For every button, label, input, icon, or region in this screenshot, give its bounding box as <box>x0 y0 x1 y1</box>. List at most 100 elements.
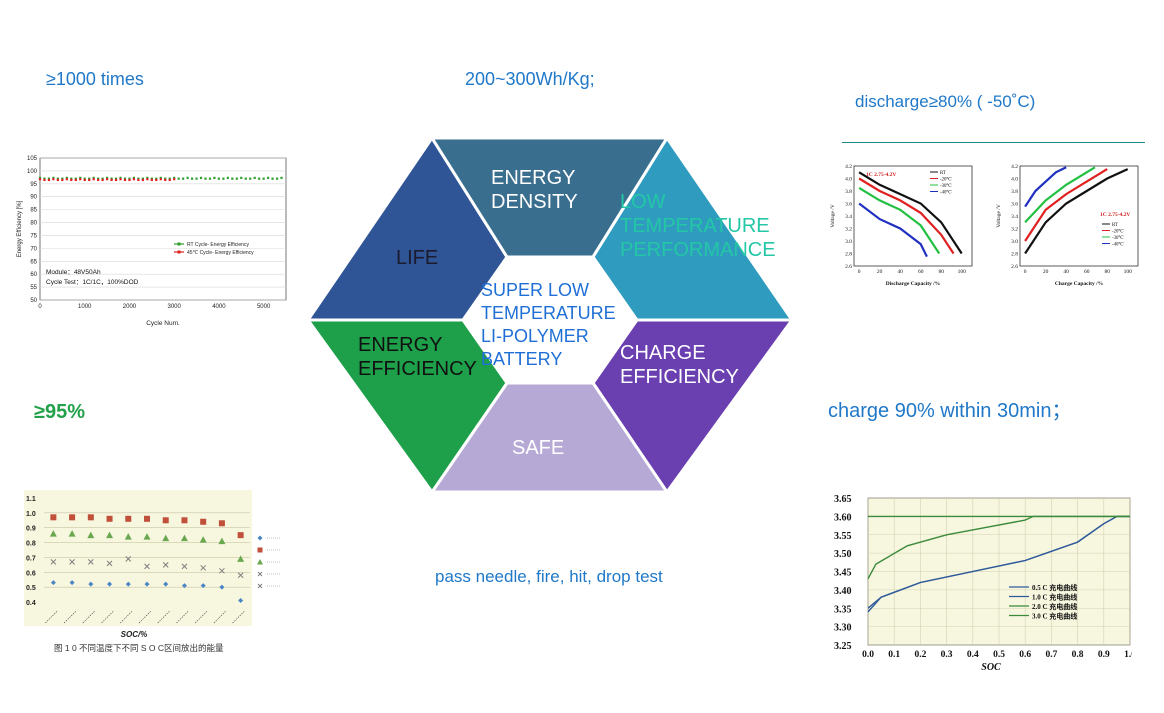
x-tick-label: 0.2 <box>914 650 926 660</box>
rt-point <box>83 177 86 180</box>
hot-point <box>38 178 42 181</box>
y-tick-label: 1.1 <box>26 496 36 503</box>
data-point <box>180 534 188 542</box>
segment-charge-efficiency-label: CHARGE EFFICIENCY <box>620 342 739 388</box>
legend-label: RT <box>940 171 946 176</box>
rt-point <box>275 177 279 180</box>
segment-energy-density-label: ENERGY DENSITY <box>491 167 578 213</box>
x-tick-label <box>157 610 170 624</box>
safety-callout: pass needle, fire, hit, drop test <box>435 567 663 586</box>
x-tick-label <box>213 610 227 624</box>
y-axis-label: Voltage /V <box>830 204 836 228</box>
rt-point <box>101 177 104 180</box>
voltage-curve <box>858 171 963 255</box>
x-tick-label: 0.6 <box>1019 650 1031 660</box>
legend-marker <box>177 242 181 246</box>
rt-point <box>123 177 127 180</box>
efficiency-callout: ≥95% <box>34 401 86 423</box>
data-point <box>50 580 56 586</box>
rt-point <box>262 177 265 180</box>
x-tick-label: 1000 <box>78 304 92 310</box>
divider-line <box>842 142 1145 143</box>
legend-marker <box>257 571 263 577</box>
y-tick-label: 3.0 <box>845 239 852 245</box>
y-tick-label: 3.35 <box>834 604 852 615</box>
data-point <box>68 530 76 537</box>
plot-area <box>853 165 973 267</box>
legend-label: 3.0 C 充电曲线 <box>1032 612 1077 621</box>
legend-marker <box>257 547 263 553</box>
data-point <box>144 581 150 587</box>
data-point <box>49 530 57 537</box>
hot-point <box>132 178 136 181</box>
y-tick-label: 3.2 <box>1011 227 1018 233</box>
y-tick-label: 0.6 <box>26 570 36 577</box>
hot-point <box>164 178 167 182</box>
data-point <box>69 559 75 565</box>
hot-point <box>114 178 118 182</box>
chart-title: 1C 2.75-4.2V <box>1100 212 1130 218</box>
legend-label: -40℃ <box>1112 242 1124 248</box>
rt-point <box>199 176 203 179</box>
y-tick-label: 3.25 <box>834 641 852 652</box>
soc-charge-curve-chart: 3.25 3.30 3.35 3.40 3.45 3.50 3.55 3.60 3.65 0.0 0… <box>832 490 1136 673</box>
rt-point <box>186 176 189 179</box>
y-tick-label: 4.2 <box>1011 164 1018 170</box>
rt-point <box>177 177 180 180</box>
y-tick-label: 4.0 <box>845 177 852 183</box>
y-tick-label: 75 <box>30 233 37 239</box>
hot-point <box>137 178 140 182</box>
x-tick-label: 0.5 <box>993 650 1005 660</box>
x-tick-label: 20 <box>877 269 883 275</box>
rt-point <box>195 177 198 180</box>
plot-area <box>1019 165 1139 267</box>
hot-point <box>88 178 91 182</box>
hot-point <box>74 178 77 182</box>
x-tick-label: 20 <box>1043 269 1049 275</box>
y-tick-label: 80 <box>30 221 37 227</box>
y-tick-label: 0.8 <box>26 541 36 548</box>
x-tick-label: 40 <box>1063 269 1069 275</box>
y-tick-label: 60 <box>30 272 37 278</box>
data-point <box>199 536 207 543</box>
rt-point <box>79 176 82 179</box>
hot-point <box>79 178 82 181</box>
rt-point <box>65 176 68 179</box>
data-point <box>162 534 170 542</box>
rt-point <box>222 177 225 180</box>
data-point <box>219 567 225 574</box>
data-point <box>107 581 113 587</box>
rt-point <box>92 176 95 179</box>
hot-point <box>168 178 171 182</box>
y-tick-label: 2.8 <box>845 252 852 258</box>
y-tick-label: 105 <box>27 156 38 162</box>
x-axis-label: SOC/% <box>121 630 148 639</box>
x-tick-label <box>194 610 208 624</box>
y-tick-label: 100 <box>27 169 38 175</box>
rt-point <box>146 176 149 179</box>
y-tick-label: 3.40 <box>834 586 852 597</box>
y-tick-label: 3.6 <box>1011 202 1018 208</box>
voltage-curve <box>1024 166 1067 208</box>
rt-point <box>155 177 158 180</box>
rt-point <box>182 177 185 180</box>
x-tick-label: 0.8 <box>1072 650 1084 660</box>
legend-label: -40℃ <box>940 190 952 196</box>
data-point <box>50 559 57 565</box>
x-axis-label: Discharge Capacity /% <box>886 281 940 287</box>
data-point <box>238 598 244 604</box>
data-point <box>200 564 207 571</box>
chart-note: Module：48V50Ah <box>46 269 101 276</box>
x-tick-label <box>176 610 189 624</box>
y-tick-label: 0.7 <box>26 555 36 562</box>
plot-background <box>24 490 252 626</box>
segment-low-temp-label: LOW TEMPERATURE PERFORMANCE <box>620 191 776 261</box>
legend-label: 1.0 C 充电曲线 <box>1032 593 1077 602</box>
hot-point <box>123 178 127 182</box>
hot-point <box>83 178 86 182</box>
legend-label: RT <box>1112 223 1118 228</box>
rt-point <box>271 177 274 180</box>
legend-label: 0.5 C 充电曲线 <box>1032 583 1077 592</box>
legend-label: -30℃ <box>940 183 952 189</box>
rt-point <box>204 177 207 180</box>
